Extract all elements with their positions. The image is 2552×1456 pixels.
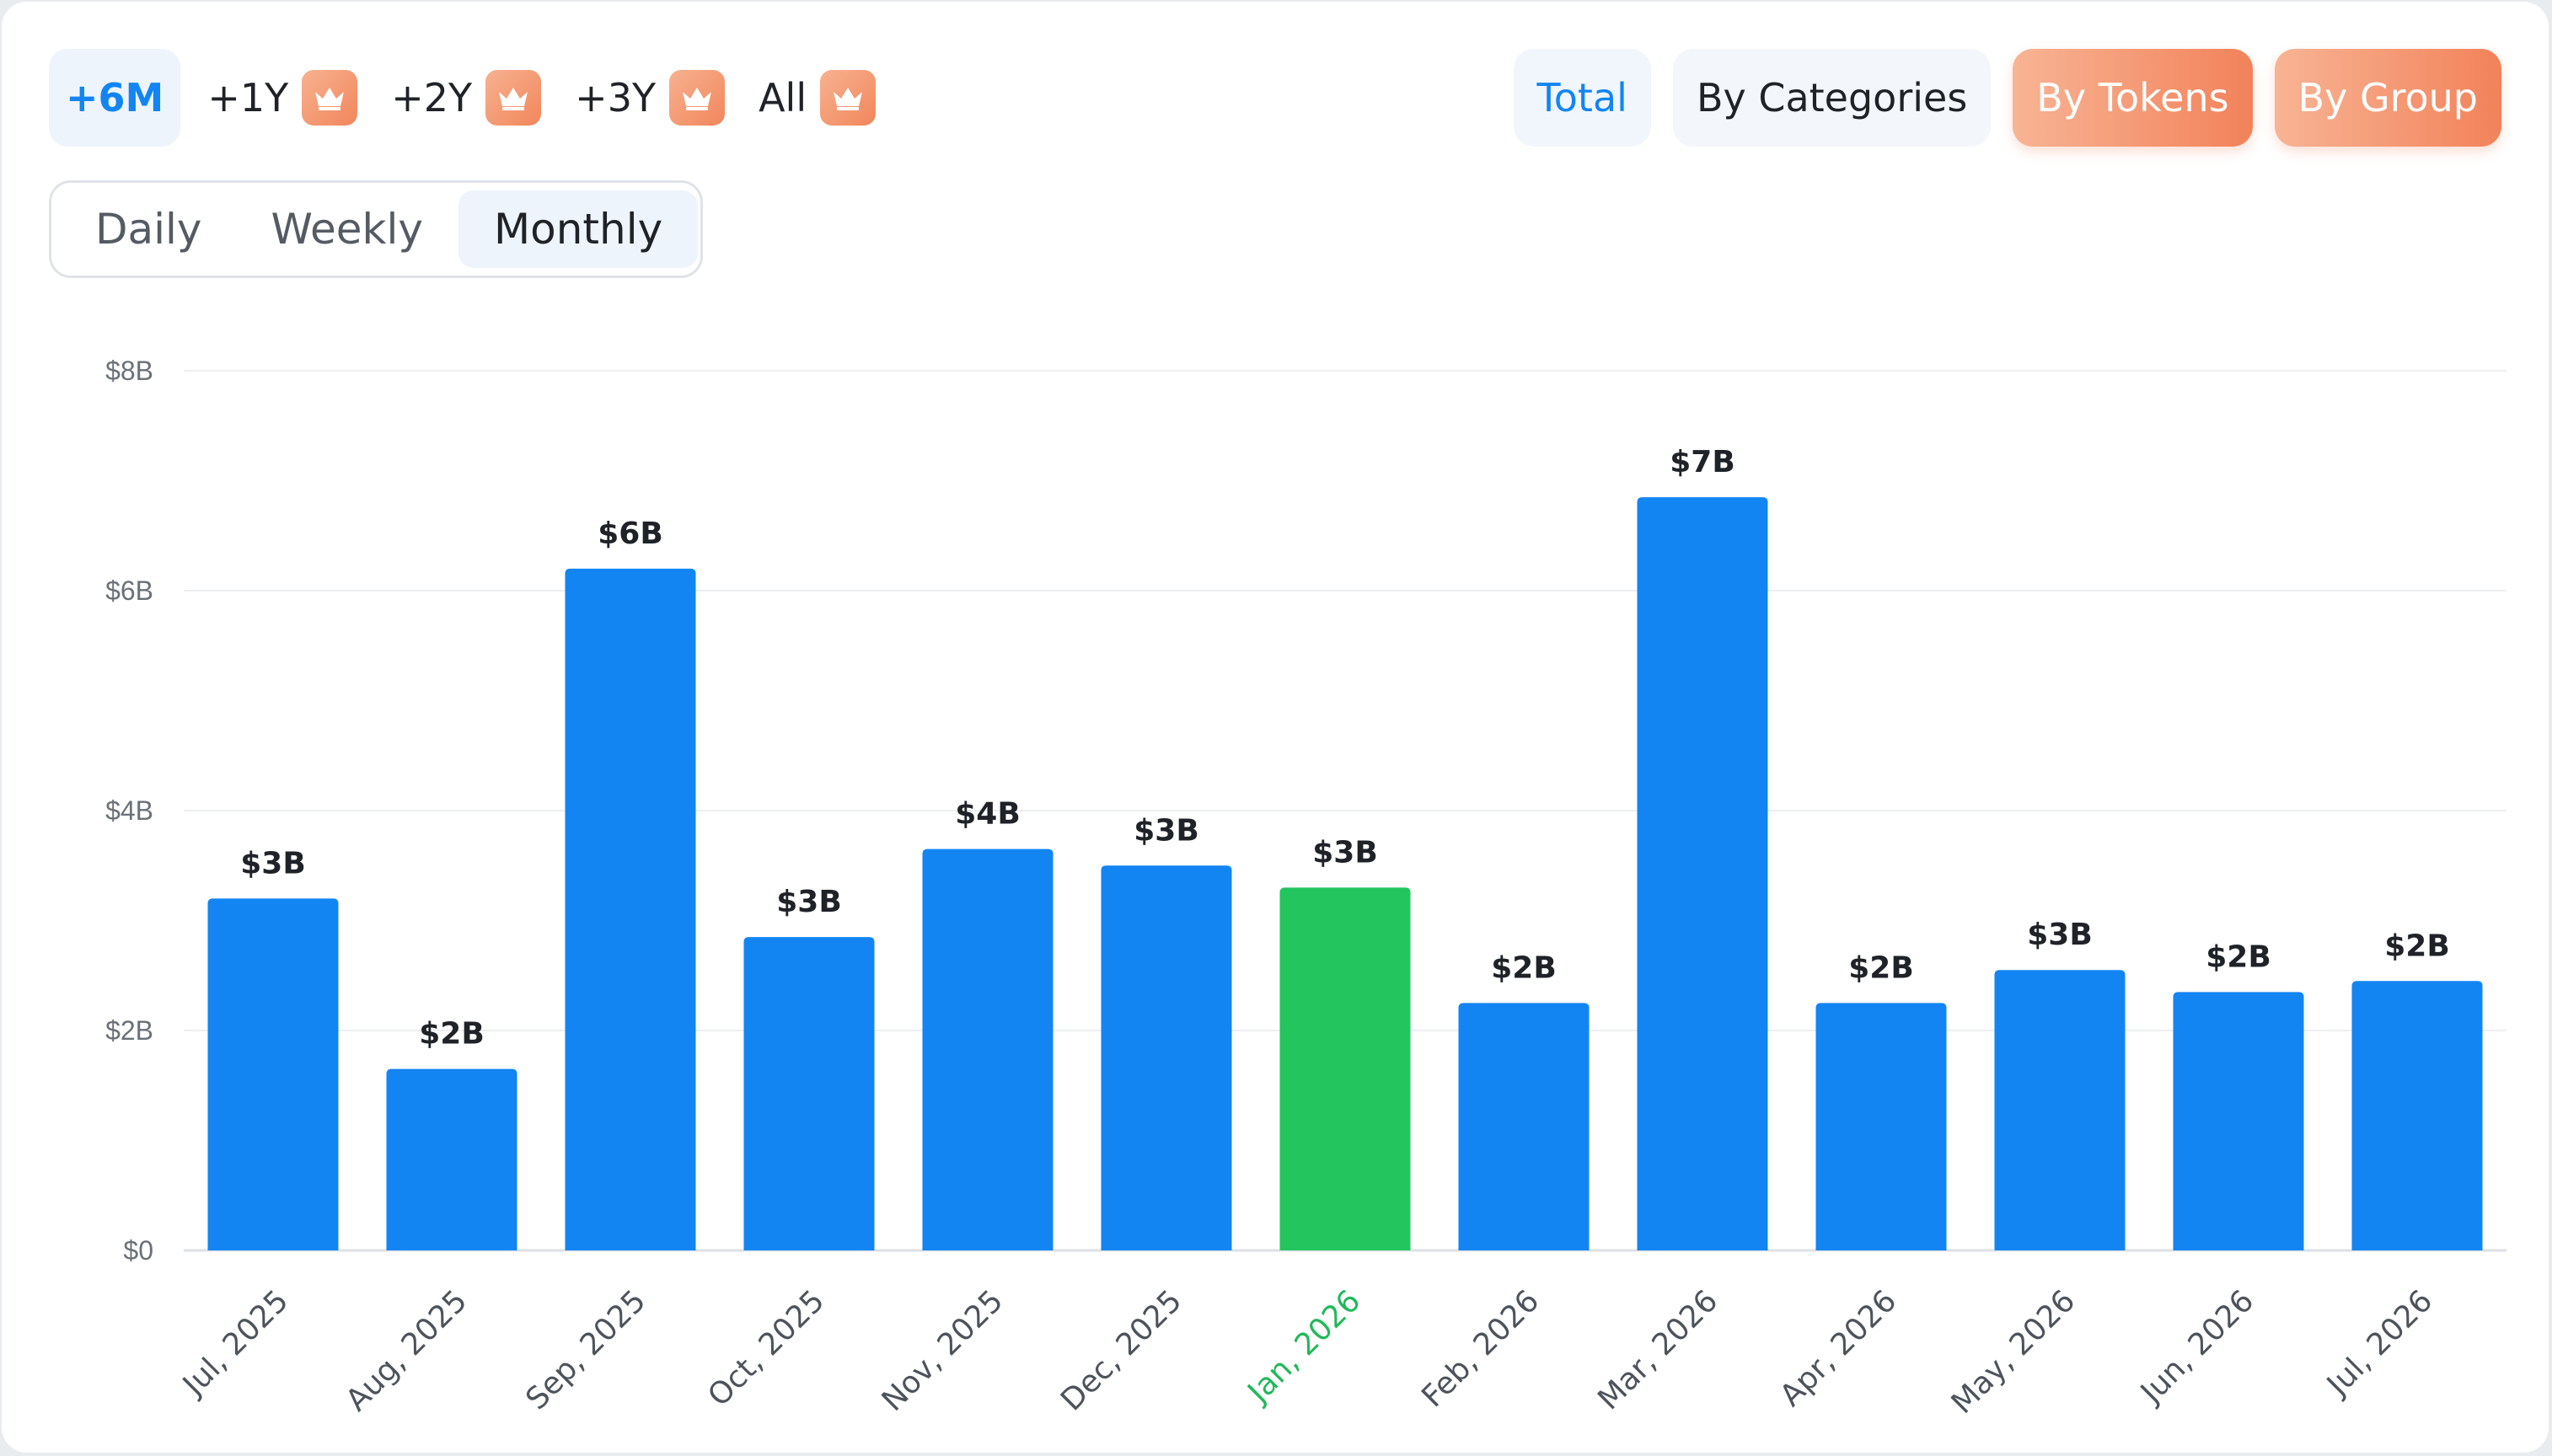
bar[interactable] [1994,970,2126,1250]
range-1y-button[interactable]: +1Y [192,49,373,147]
y-tick-label: $4B [105,795,153,826]
crown-icon [302,70,358,126]
range-all-button[interactable]: All [743,49,891,147]
data-label: $3B [776,885,842,919]
crown-icon [485,70,542,126]
data-label: $6B [598,517,663,551]
crown-icon [669,70,726,126]
view-total-button[interactable]: Total [1513,49,1651,147]
y-tick-label: $8B [105,356,153,386]
bar[interactable] [207,898,339,1250]
data-label: $3B [1134,813,1199,848]
range-2y-button[interactable]: +2Y [376,49,556,147]
data-label: $2B [1848,950,1914,985]
x-tick-label: Jul, 2025 [175,1283,295,1403]
bar[interactable] [1637,497,1768,1250]
view-by-categories-button[interactable]: By Categories [1672,49,1992,147]
weekly-button[interactable]: Weekly [271,205,423,254]
bar[interactable] [2351,981,2483,1250]
bar[interactable] [386,1068,517,1250]
data-label: $4B [955,797,1021,832]
x-tick-label: Nov, 2025 [876,1283,1011,1418]
view-by-group-button[interactable]: By Group [2274,49,2501,147]
x-tick-label: Mar, 2026 [1591,1283,1724,1416]
bar[interactable] [1458,1003,1590,1250]
range-3y-label: +3Y [575,75,657,120]
x-tick-label: Jan, 2026 [1241,1283,1368,1410]
y-tick-label: $6B [105,575,153,606]
granularity-toggle: Daily Weekly Monthly [49,180,703,278]
daily-button[interactable]: Daily [95,205,202,254]
y-tick-label: $2B [105,1015,153,1046]
bar[interactable] [2173,992,2304,1250]
data-label: $3B [2027,918,2093,952]
range-6m-button[interactable]: +6M [49,49,181,147]
range-all-label: All [759,75,807,120]
x-tick-label: Jun, 2026 [2133,1283,2260,1410]
data-label: $3B [240,846,306,881]
data-label: $2B [1491,950,1557,985]
x-tick-label: Feb, 2026 [1415,1283,1546,1414]
bar[interactable] [1815,1003,1947,1250]
x-tick-label: Jul, 2026 [2319,1283,2439,1403]
y-tick-label: $0 [123,1235,153,1266]
view-mode-selector: Total By Categories By Tokens By Group [1513,49,2501,147]
range-2y-label: +2Y [391,75,473,120]
crown-icon [820,70,877,126]
bar[interactable] [922,848,1054,1250]
x-tick-label: Sep, 2025 [519,1283,652,1416]
x-tick-label: Oct, 2025 [701,1283,831,1413]
data-label: $2B [419,1017,485,1052]
data-label: $7B [1670,445,1735,479]
range-1y-label: +1Y [207,75,289,120]
bar[interactable] [1101,865,1232,1250]
bar[interactable] [1279,887,1411,1250]
data-label: $2B [2384,929,2450,963]
time-range-selector: +6M +1Y +2Y +3Y All [49,49,894,147]
monthly-button[interactable]: Monthly [458,190,699,268]
x-tick-label: May, 2026 [1945,1283,2083,1421]
x-tick-label: Apr, 2026 [1773,1283,1903,1413]
x-tick-label: Dec, 2025 [1054,1283,1188,1417]
range-3y-button[interactable]: +3Y [560,49,740,147]
data-label: $3B [1312,835,1378,870]
bar[interactable] [743,937,875,1250]
x-tick-label: Aug, 2025 [340,1283,474,1418]
view-by-tokens-button[interactable]: By Tokens [2013,49,2253,147]
data-label: $2B [2206,939,2271,974]
bar[interactable] [565,568,696,1250]
